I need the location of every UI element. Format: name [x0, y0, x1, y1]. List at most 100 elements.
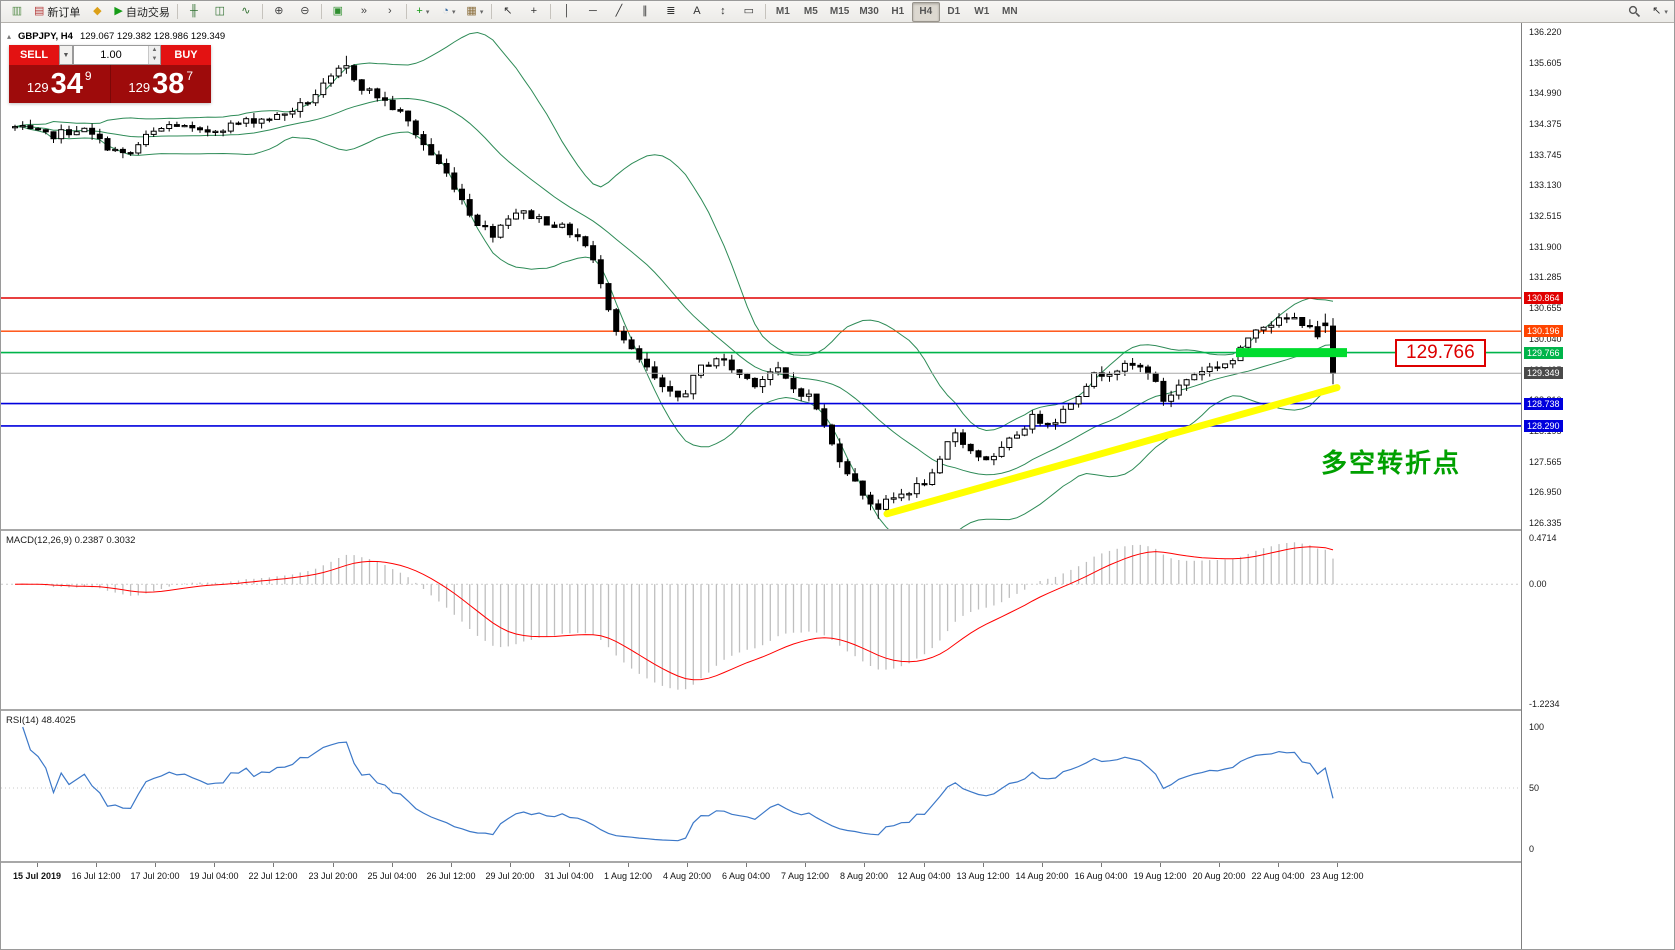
volume-decrement-button[interactable]: ▼ — [149, 55, 160, 64]
price-axis[interactable]: 136.220 135.605 134.990 134.375 133.745 133.1… — [1522, 23, 1674, 949]
sell-button[interactable]: SELL — [9, 45, 59, 65]
autotrading-button[interactable]: ▶ 自动交易 — [110, 2, 173, 22]
main-toolbar: ▥ ▤ 新订单 ◆ ▶ 自动交易 ╫ ◫ ∿ ⊕ ⊖ ▣ » › + ▾ ◔ ▾ ▦ ▾ ↖ + │ ─ ╱ ∥ ≣ A ↕ ▭ M1 M5 M… — [1, 1, 1674, 23]
time-axis-label: 16 Jul 12:00 — [71, 871, 121, 881]
volume-input[interactable]: 1.00 — [100, 49, 122, 61]
toolbar-separator — [764, 4, 766, 19]
tf-m5-button[interactable]: M5 — [803, 6, 818, 17]
toolbar-separator — [405, 4, 407, 19]
bar-chart-icon: ╫ — [189, 5, 198, 17]
zoom-in-button[interactable]: ⊕ — [266, 2, 292, 22]
price-marker-129.766: 129.766 — [1524, 347, 1563, 359]
periods-icon: ◔ — [442, 5, 449, 17]
new-order-button[interactable]: ▤ 新订单 — [30, 2, 84, 22]
tf-m15-button[interactable]: M15 — [829, 6, 850, 17]
time-axis-tick — [273, 863, 274, 867]
order-type-dropdown[interactable]: ▼ — [59, 45, 73, 65]
price-scale-label: 126.335 — [1529, 518, 1562, 528]
indicators-button[interactable]: + ▾ — [410, 2, 436, 22]
app-icon[interactable]: ▥ — [4, 2, 30, 22]
buy-price-display[interactable]: 129 38 7 — [111, 65, 212, 103]
line-chart-button[interactable]: ∿ — [233, 2, 259, 22]
pointer-tool-button[interactable]: ↖ ▾ — [1647, 2, 1673, 22]
arrows-icon: ↕ — [720, 5, 726, 17]
ascending-trendline[interactable] — [883, 384, 1341, 518]
tf-h4-button[interactable]: H4 — [911, 1, 940, 22]
macd-panel[interactable] — [1, 531, 1521, 709]
time-axis-tick — [983, 863, 984, 867]
turning-point-annotation[interactable]: 多空转折点 — [1321, 448, 1462, 478]
periods-button[interactable]: ◔ ▾ — [436, 2, 462, 22]
panel-splitter[interactable] — [1, 861, 1674, 863]
price-scale-label: 135.605 — [1529, 58, 1562, 68]
tf-d1-button[interactable]: D1 — [947, 6, 961, 17]
time-axis-tick — [746, 863, 747, 867]
favorites-icon-icon: ◆ — [93, 5, 102, 17]
time-axis-label: 20 Aug 20:00 — [1192, 871, 1246, 881]
macd-scale-zero: 0.00 — [1529, 579, 1547, 589]
templates-button[interactable]: ▦ ▾ — [462, 2, 488, 22]
time-axis-label: 8 Aug 20:00 — [839, 871, 889, 881]
bar-chart-button[interactable]: ╫ — [181, 2, 207, 22]
price-callout-label[interactable]: 129.766 — [1395, 339, 1486, 367]
zoom-out-button[interactable]: ⊖ — [292, 2, 318, 22]
horizontal-line-button[interactable]: ─ — [580, 2, 606, 22]
equidistant-channel-button[interactable]: ∥ — [632, 2, 658, 22]
text-label-button[interactable]: A — [684, 2, 710, 22]
arrows-button[interactable]: ↕ — [710, 2, 736, 22]
current-bid-marker: 129.349 — [1524, 367, 1563, 379]
trade-controls-row: SELL ▼ 1.00 ▲ ▼ BUY — [9, 45, 211, 65]
chart-shift-button[interactable]: › — [377, 2, 403, 22]
price-scale-label: 130.040 — [1529, 334, 1562, 344]
time-axis-label: 22 Jul 12:00 — [248, 871, 298, 881]
price-scale-label: 133.130 — [1529, 180, 1562, 190]
toolbar-separator — [261, 4, 263, 19]
crosshair-button[interactable]: + — [521, 2, 547, 22]
shapes-button[interactable]: ▭ — [736, 2, 762, 22]
candlestick-chart-button[interactable]: ◫ — [207, 2, 233, 22]
cursor-button[interactable]: ↖ — [495, 2, 521, 22]
time-axis[interactable]: 15 Jul 2019 16 Jul 12:00 17 Jul 20:00 19 Ju… — [1, 863, 1521, 949]
tile-windows-button[interactable]: ▣ — [325, 2, 351, 22]
rsi-indicator-label: RSI(14) 48.4025 — [6, 715, 76, 726]
time-axis-tick — [924, 863, 925, 867]
rsi-line — [22, 726, 1334, 842]
tf-mn-button[interactable]: MN — [1002, 6, 1018, 17]
buy-price-point: 7 — [186, 69, 194, 83]
one-click-collapse-icon[interactable]: ▴ — [7, 32, 12, 41]
search-button[interactable] — [1621, 2, 1647, 22]
panel-splitter[interactable] — [1, 709, 1674, 711]
tf-m1-button[interactable]: M1 — [775, 6, 790, 17]
time-axis-tick — [1101, 863, 1102, 867]
rsi-panel[interactable] — [1, 711, 1521, 861]
auto-scroll-button[interactable]: » — [351, 2, 377, 22]
macd-scale-max: 0.4714 — [1529, 533, 1557, 543]
sell-price-display[interactable]: 129 34 9 — [9, 65, 110, 103]
sell-price-figure: 129 — [26, 79, 49, 95]
time-axis-label: 12 Aug 04:00 — [897, 871, 951, 881]
vertical-line-button[interactable]: │ — [554, 2, 580, 22]
volume-increment-button[interactable]: ▲ — [149, 46, 160, 55]
fibonacci-button[interactable]: ≣ — [658, 2, 684, 22]
rsi-scale-label: 50 — [1529, 783, 1540, 793]
price-chart[interactable] — [1, 23, 1521, 529]
chart-shift-icon: › — [388, 5, 392, 17]
time-axis-label: 29 Jul 20:00 — [485, 871, 535, 881]
quote-divider — [109, 65, 111, 103]
buy-button[interactable]: BUY — [161, 45, 211, 65]
panel-splitter[interactable] — [1, 529, 1674, 531]
buy-price-figure: 129 — [128, 79, 151, 95]
time-axis-tick — [805, 863, 806, 867]
trendline-button[interactable]: ╱ — [606, 2, 632, 22]
favorites-icon[interactable]: ◆ — [84, 2, 110, 22]
tile-windows-icon: ▣ — [332, 5, 344, 17]
time-axis-tick — [864, 863, 865, 867]
time-axis-tick — [569, 863, 570, 867]
tf-h1-button[interactable]: H1 — [891, 6, 905, 17]
toolbar-separator — [490, 4, 492, 19]
rsi-scale-label: 0 — [1529, 844, 1535, 854]
tf-w1-button[interactable]: W1 — [974, 6, 990, 17]
toolbar-separator — [549, 4, 551, 19]
tf-m30-button[interactable]: M30 — [859, 6, 879, 17]
